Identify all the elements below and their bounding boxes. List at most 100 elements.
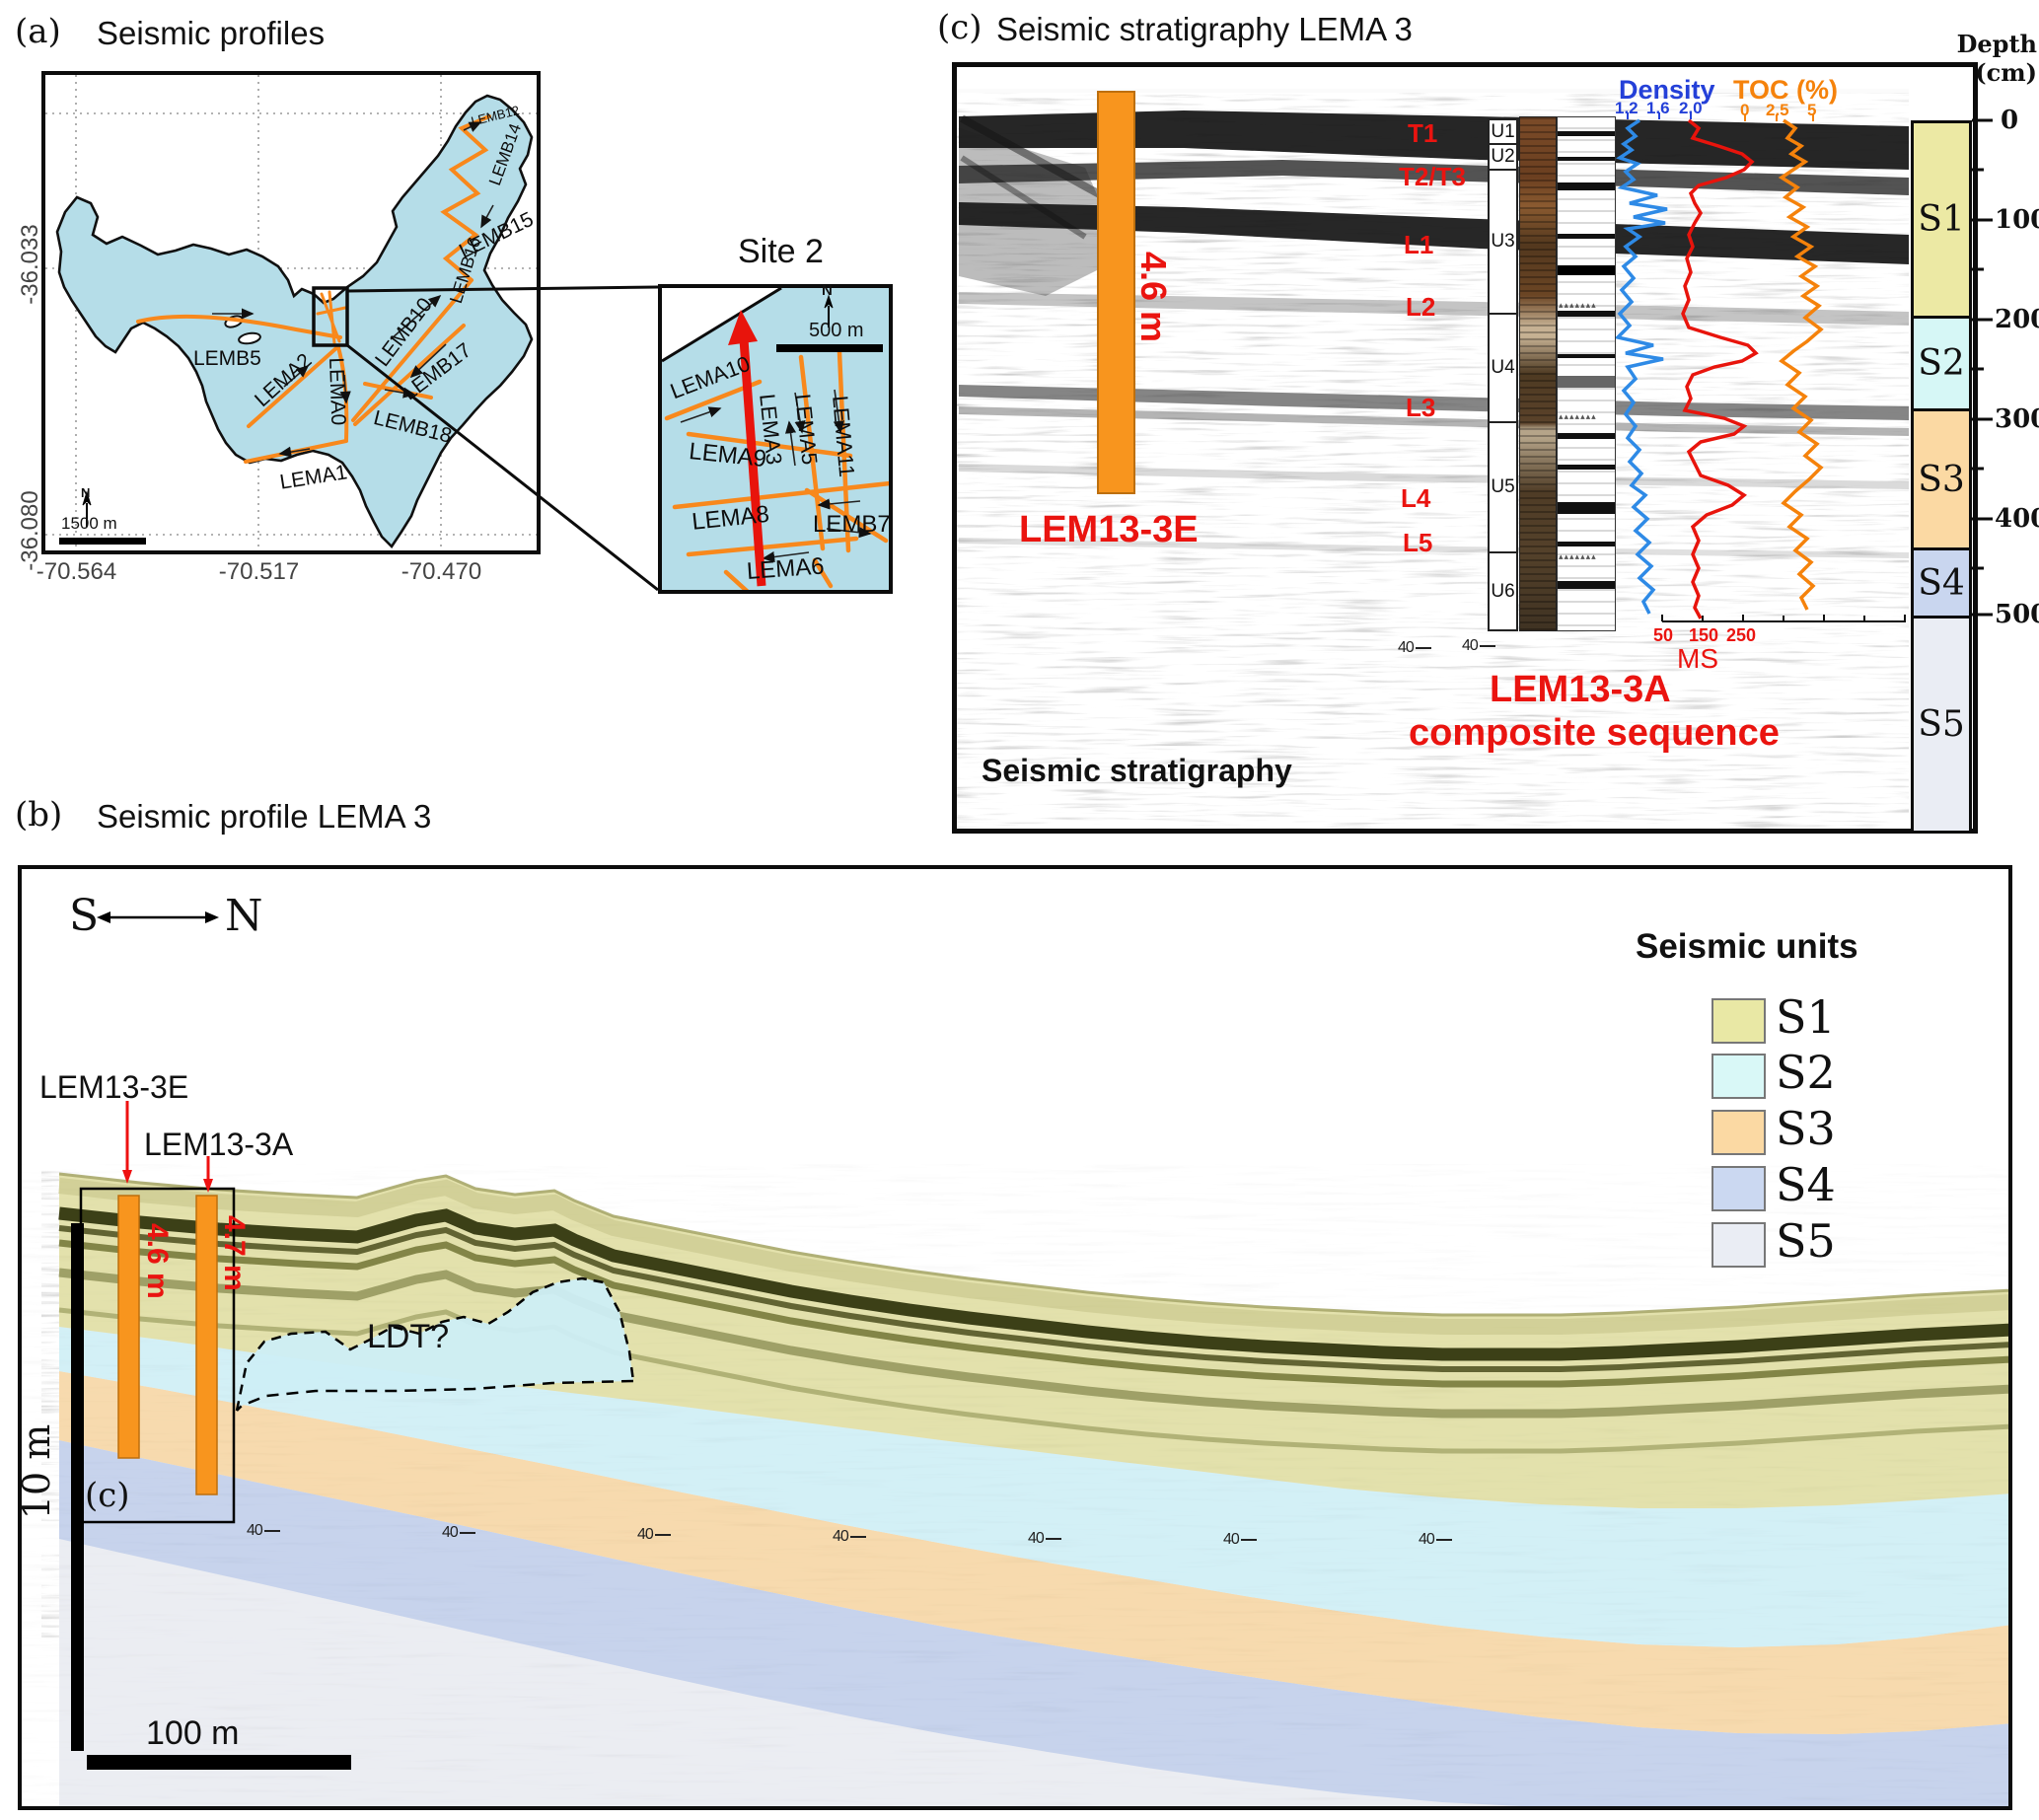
core-bar-b-3e bbox=[117, 1195, 140, 1459]
compass-arrow bbox=[97, 911, 219, 923]
b-trace-tick: 40 bbox=[442, 1524, 475, 1542]
curve-axis-ticks bbox=[1627, 112, 1814, 121]
depth-unit-s1: S1 bbox=[1911, 120, 1972, 319]
c-region-label: (c) bbox=[85, 1476, 130, 1515]
map-scale-north bbox=[59, 490, 146, 545]
line-label-lemb5: LEMB5 bbox=[193, 347, 261, 370]
unit-label: U6 bbox=[1491, 580, 1515, 602]
y-tick-36033: -36.033 bbox=[17, 224, 43, 305]
depth-unit-label: S2 bbox=[1918, 343, 1965, 384]
core-arrows bbox=[122, 1101, 213, 1193]
ms-scale-line bbox=[1661, 615, 1906, 622]
depth-unit-label: S3 bbox=[1918, 459, 1965, 500]
compass-north: N bbox=[225, 891, 263, 941]
unit-box-u2: U2 bbox=[1488, 143, 1518, 171]
legend-label-s3: S3 bbox=[1776, 1102, 1836, 1155]
unit-label: U4 bbox=[1491, 357, 1515, 378]
x-tick-70517: -70.517 bbox=[218, 558, 300, 585]
horizon-t1: T1 bbox=[1408, 118, 1438, 148]
unit-box-u1: U1 bbox=[1488, 118, 1518, 145]
litho-bed bbox=[1558, 465, 1615, 470]
tick-value: 40 bbox=[1028, 1530, 1045, 1547]
legend-label-s4: S4 bbox=[1776, 1158, 1836, 1211]
core-bar-b-3a bbox=[195, 1195, 218, 1495]
litho-bed bbox=[1558, 581, 1615, 589]
seismic-stratigraphy-label: Seismic stratigraphy bbox=[982, 753, 1292, 788]
core-bar-lem13-3e bbox=[1097, 91, 1135, 494]
depth-unit-label: S1 bbox=[1918, 199, 1965, 240]
ash-layer: ▴▴▴▴▴▴▴ bbox=[1559, 300, 1597, 310]
core-b-length-3e: 4.6 m bbox=[141, 1223, 174, 1299]
litho-bed bbox=[1558, 234, 1615, 239]
ash-layer: ▴▴▴▴▴▴▴ bbox=[1559, 411, 1597, 421]
toc-tick-3: 5 bbox=[1807, 101, 1817, 119]
composite-caption: composite sequence bbox=[1409, 712, 1780, 754]
ms-tick-50: 50 bbox=[1653, 625, 1674, 645]
inset-label-lemb7: LEMB7 bbox=[813, 511, 891, 538]
ldt-lens bbox=[235, 1276, 635, 1412]
depth-unit-s4: S4 bbox=[1911, 547, 1972, 619]
unit-label: U1 bbox=[1491, 120, 1515, 142]
ash-layer: ▴▴▴▴▴▴▴ bbox=[1559, 551, 1597, 561]
depth-0: 0 bbox=[2001, 106, 2019, 135]
inset-scale-label: 500 m bbox=[809, 320, 864, 341]
c-trace-tick: 40 bbox=[1462, 637, 1495, 655]
line-label-lema0: LEMA0 bbox=[325, 357, 350, 426]
ms-label: MS bbox=[1677, 643, 1718, 674]
depth-unit-label: S5 bbox=[1918, 704, 1965, 745]
tick-value: 40 bbox=[1419, 1531, 1435, 1548]
legend-swatch-s2 bbox=[1711, 1054, 1766, 1099]
panel-b-tag: (b) bbox=[15, 795, 63, 835]
map-scale-label: 1500 m bbox=[61, 514, 117, 533]
core-b-name-3e: LEM13-3E bbox=[39, 1069, 189, 1105]
legend-label-s2: S2 bbox=[1776, 1046, 1836, 1099]
core-length-label-c: 4.6 m bbox=[1133, 252, 1174, 343]
ms-tick-250: 250 bbox=[1726, 625, 1757, 645]
unit-label: U3 bbox=[1491, 231, 1515, 252]
unit-box-u3: U3 bbox=[1488, 169, 1518, 315]
depth-500: 500 bbox=[1995, 600, 2039, 629]
density-tick-2: 1.6 bbox=[1646, 99, 1670, 117]
litho-bed bbox=[1558, 311, 1615, 317]
horizon-l4: L4 bbox=[1401, 483, 1431, 513]
legend-swatch-s1 bbox=[1711, 998, 1766, 1044]
depth-unit-s2: S2 bbox=[1911, 316, 1972, 411]
b-trace-tick: 40 bbox=[1419, 1531, 1452, 1549]
unit-box-u4: U4 bbox=[1488, 313, 1518, 423]
b-trace-tick: 40 bbox=[637, 1526, 671, 1544]
panel-a-tag: (a) bbox=[15, 12, 61, 51]
site2-title: Site 2 bbox=[738, 233, 824, 270]
horizon-l3: L3 bbox=[1406, 393, 1436, 422]
horizon-l2: L2 bbox=[1406, 292, 1436, 322]
core-name-label-c: LEM13-3E bbox=[1019, 509, 1199, 550]
panel-c-title: Seismic stratigraphy LEMA 3 bbox=[996, 11, 1413, 47]
lake-shape bbox=[55, 94, 534, 549]
density-header: Density bbox=[1619, 75, 1715, 105]
seismic-bands-c bbox=[957, 89, 1909, 558]
depth-unit-label: S4 bbox=[1918, 562, 1965, 604]
b-trace-tick: 40 bbox=[1028, 1530, 1061, 1548]
ms-curve bbox=[1681, 118, 1759, 619]
unit-box-u6: U6 bbox=[1488, 551, 1518, 631]
core-photo-strip bbox=[1519, 116, 1557, 631]
tick-value: 40 bbox=[247, 1522, 263, 1539]
depth-axis-title: Depth (cm) bbox=[1956, 30, 2037, 87]
ldt-label: LDT? bbox=[367, 1318, 450, 1355]
depth-100: 100 bbox=[1995, 205, 2039, 235]
legend-label-s5: S5 bbox=[1776, 1214, 1836, 1268]
panel-b-title: Seismic profile LEMA 3 bbox=[97, 798, 432, 835]
panel-c-tag: (c) bbox=[937, 8, 983, 47]
survey-lines-inset bbox=[664, 349, 889, 590]
litho-bed bbox=[1558, 542, 1615, 546]
compass-south: S bbox=[69, 891, 100, 941]
horizon-l5: L5 bbox=[1403, 528, 1433, 557]
unit-label: U5 bbox=[1491, 476, 1515, 497]
depth-200: 200 bbox=[1995, 305, 2039, 334]
core-transect-arrow bbox=[728, 310, 766, 587]
tick-value: 40 bbox=[1462, 637, 1479, 654]
litho-bed bbox=[1558, 376, 1615, 388]
inset-scale-north bbox=[776, 294, 883, 352]
inset-north-label: N bbox=[822, 282, 833, 299]
